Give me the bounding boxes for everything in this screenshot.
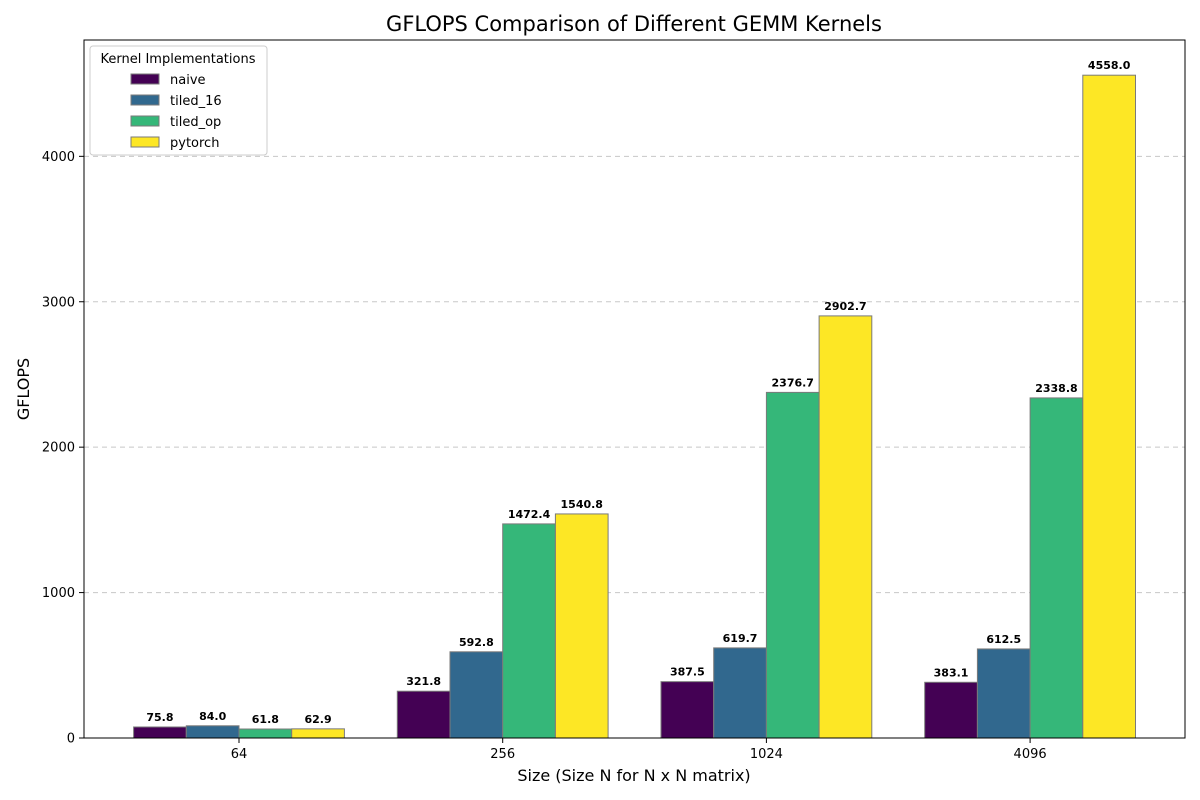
x-tick-label: 64 — [231, 747, 248, 762]
legend-label-tiled_16: tiled_16 — [170, 94, 222, 109]
data-label-pytorch-256: 1540.8 — [561, 498, 603, 511]
y-axis-label: GFLOPS — [14, 358, 33, 420]
legend-swatch-tiled_op — [130, 115, 160, 127]
legend-swatch-pytorch — [130, 136, 160, 148]
bar-tiled_16-256 — [449, 651, 504, 739]
data-label-tiled_op-64: 61.8 — [252, 713, 279, 726]
data-label-tiled_op-1024: 2376.7 — [772, 376, 814, 389]
data-label-naive-256: 321.8 — [406, 675, 441, 688]
data-label-naive-64: 75.8 — [146, 711, 173, 724]
bar-tiled_16-1024 — [713, 647, 767, 739]
bar-pytorch-4096 — [1082, 74, 1137, 739]
data-label-tiled_op-256: 1472.4 — [508, 508, 551, 521]
data-labels-layer: 75.8 321.8 387.5 383.1 84.0 592.8 619.7 612.5 61… — [146, 59, 1130, 726]
y-tick-label: 4000 — [42, 150, 75, 165]
x-axis-label: Size (Size N for N x N matrix) — [517, 766, 750, 785]
data-label-naive-4096: 383.1 — [934, 666, 969, 679]
legend: Kernel Implementations naive tiled_16tile… — [89, 45, 268, 156]
bar-naive-4096 — [924, 681, 978, 739]
legend-label-naive: naive — [170, 73, 206, 88]
y-tick-label: 2000 — [42, 441, 75, 456]
bar-tiled_op-64 — [238, 728, 293, 739]
data-label-pytorch-1024: 2902.7 — [824, 300, 866, 313]
data-label-pytorch-4096: 4558.0 — [1088, 59, 1131, 72]
grid-layer — [84, 155, 1185, 594]
x-tick-label: 256 — [490, 747, 515, 762]
legend-title: Kernel Implementations — [101, 52, 256, 67]
legend-swatch-tiled_16 — [130, 94, 160, 106]
data-label-naive-1024: 387.5 — [670, 666, 705, 679]
bar-tiled_op-4096 — [1029, 397, 1084, 739]
bars-layer — [133, 74, 1137, 739]
data-label-tiled_16-64: 84.0 — [199, 710, 226, 723]
bar-pytorch-64 — [291, 728, 345, 739]
data-label-tiled_op-4096: 2338.8 — [1035, 382, 1077, 395]
bar-naive-256 — [396, 690, 451, 739]
x-tick-label: 1024 — [750, 747, 783, 762]
legend-swatch-naive — [130, 73, 160, 85]
data-label-tiled_16-1024: 619.7 — [723, 632, 758, 645]
legend-box — [89, 45, 268, 156]
bar-naive-1024 — [660, 681, 715, 739]
bar-pytorch-1024 — [818, 315, 873, 739]
y-tick-label: 3000 — [42, 295, 75, 310]
y-tick-label: 0 — [67, 732, 75, 747]
data-label-pytorch-64: 62.9 — [304, 713, 331, 726]
bar-tiled_16-64 — [185, 725, 240, 739]
plot-frame — [83, 39, 1186, 739]
bar-tiled_16-4096 — [976, 648, 1031, 739]
bar-naive-64 — [133, 726, 187, 739]
y-axis: 0 1000 2000 3000 4000 — [42, 150, 84, 747]
data-label-tiled_16-4096: 612.5 — [986, 633, 1021, 646]
legend-label-tiled_op: tiled_op — [170, 115, 221, 130]
x-axis: 64 256 1024 4096 — [231, 738, 1047, 762]
bar-tiled_op-1024 — [765, 391, 820, 739]
data-label-tiled_16-256: 592.8 — [459, 636, 494, 649]
chart-title: GFLOPS Comparison of Different GEMM Kern… — [386, 12, 882, 36]
y-tick-label: 1000 — [42, 586, 75, 601]
bar-tiled_op-256 — [502, 523, 556, 739]
legend-label-pytorch: pytorch — [170, 136, 219, 151]
x-tick-label: 4096 — [1014, 747, 1047, 762]
bar-pytorch-256 — [554, 513, 609, 739]
